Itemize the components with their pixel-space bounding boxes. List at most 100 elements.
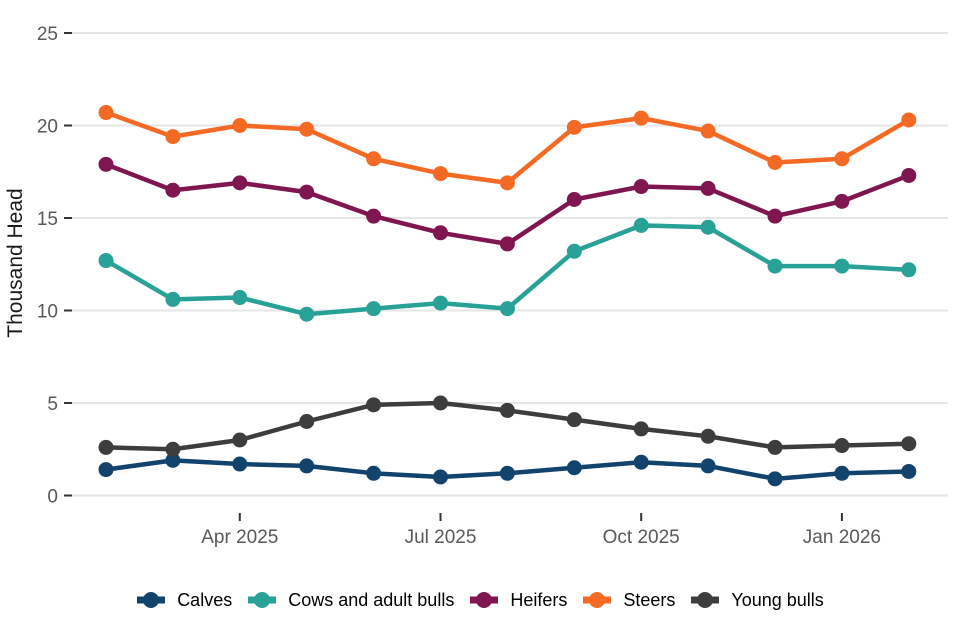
data-point [366, 301, 382, 317]
y-tick-label: 10 [37, 302, 58, 323]
data-point [834, 193, 850, 209]
data-point [98, 253, 114, 269]
chart-legend: Calves Cows and adult bulls Heifers Steers Y… [0, 584, 960, 616]
data-point [901, 262, 917, 278]
legend-marker-icon [137, 592, 166, 608]
data-point [499, 465, 515, 481]
data-point [165, 182, 181, 198]
legend-label: Steers [623, 590, 676, 610]
data-point [433, 166, 448, 182]
legend-marker-icon [470, 592, 499, 608]
legend-item-young-bulls: Young bulls [690, 590, 824, 610]
legend-marker-icon [248, 592, 277, 608]
data-point [232, 456, 248, 472]
y-tick-label: 20 [37, 117, 58, 138]
y-tick-label: 0 [47, 487, 58, 508]
y-axis-ticks: 0 5 10 15 20 25 [37, 24, 72, 508]
legend-label: Young bulls [731, 590, 824, 610]
data-point [700, 428, 716, 444]
data-point [499, 402, 515, 418]
data-point [566, 412, 582, 428]
data-point [98, 462, 114, 478]
legend-label: Calves [177, 590, 233, 610]
data-point [767, 439, 783, 455]
data-point [165, 452, 181, 468]
legend-item-steers: Steers [582, 591, 675, 609]
data-point [499, 301, 515, 317]
data-point [433, 295, 448, 311]
data-point [232, 432, 248, 448]
legend-dot [589, 592, 606, 608]
data-point [232, 175, 248, 191]
data-point [834, 151, 850, 167]
data-point [299, 306, 315, 322]
data-point [366, 208, 382, 224]
data-point [901, 463, 917, 479]
data-point [499, 236, 515, 252]
x-tick-label: Jul 2025 [405, 527, 477, 548]
data-point [299, 121, 315, 137]
series-steers [98, 105, 917, 191]
data-point [901, 112, 917, 128]
data-point [767, 208, 783, 224]
data-point [700, 180, 716, 196]
data-point [767, 155, 783, 170]
legend-marker-icon [691, 592, 720, 608]
data-point [433, 395, 448, 411]
data-point [700, 219, 716, 235]
data-point [633, 110, 649, 126]
data-point [700, 458, 716, 474]
legend-dot [143, 592, 160, 608]
data-point [633, 179, 649, 195]
data-point [366, 151, 382, 167]
data-point [767, 258, 783, 274]
data-point [566, 192, 582, 207]
legend-item-calves: Calves [136, 591, 232, 609]
data-point [700, 123, 716, 139]
series-heifers [98, 156, 917, 252]
data-point [566, 460, 582, 476]
data-point [299, 184, 315, 200]
data-point [366, 465, 382, 481]
data-point [901, 436, 917, 452]
data-point [767, 471, 783, 487]
data-point [299, 414, 315, 429]
data-point [433, 469, 448, 485]
x-tick-label: Oct 2025 [603, 527, 680, 548]
data-point [232, 290, 248, 306]
data-point [566, 119, 582, 135]
series-line [103, 110, 912, 186]
legend-dot [697, 592, 714, 608]
data-point [98, 439, 114, 455]
legend-label: Heifers [510, 590, 568, 610]
y-axis-title: Thousand Head [4, 188, 27, 337]
data-point [98, 105, 114, 121]
legend-dot [254, 592, 271, 608]
data-point [834, 438, 850, 454]
x-axis-ticks: Apr 2025 Jul 2025 Oct 2025 Jan 2026 [201, 513, 881, 548]
legend-label: Cows and adult bulls [288, 590, 455, 610]
legend-dot [476, 592, 493, 608]
data-point [834, 465, 850, 481]
data-point [433, 225, 448, 241]
series-young-bulls [98, 395, 917, 457]
legend-item-heifers: Heifers [469, 591, 567, 609]
data-point [633, 421, 649, 437]
data-point [165, 441, 181, 457]
chart-series [98, 105, 917, 487]
y-tick-label: 5 [47, 394, 58, 415]
legend-marker-icon [583, 592, 612, 608]
data-point [366, 397, 382, 413]
data-point [499, 175, 515, 191]
series-cows-and-adult-bulls [98, 217, 917, 322]
data-point [165, 129, 181, 145]
legend-item-cows-and-adult-bulls: Cows and adult bulls [247, 591, 454, 609]
data-point [901, 167, 917, 183]
data-point [98, 156, 114, 172]
y-tick-label: 15 [37, 209, 58, 230]
data-point [633, 217, 649, 233]
y-tick-label: 25 [37, 24, 58, 45]
x-tick-label: Apr 2025 [201, 527, 278, 548]
